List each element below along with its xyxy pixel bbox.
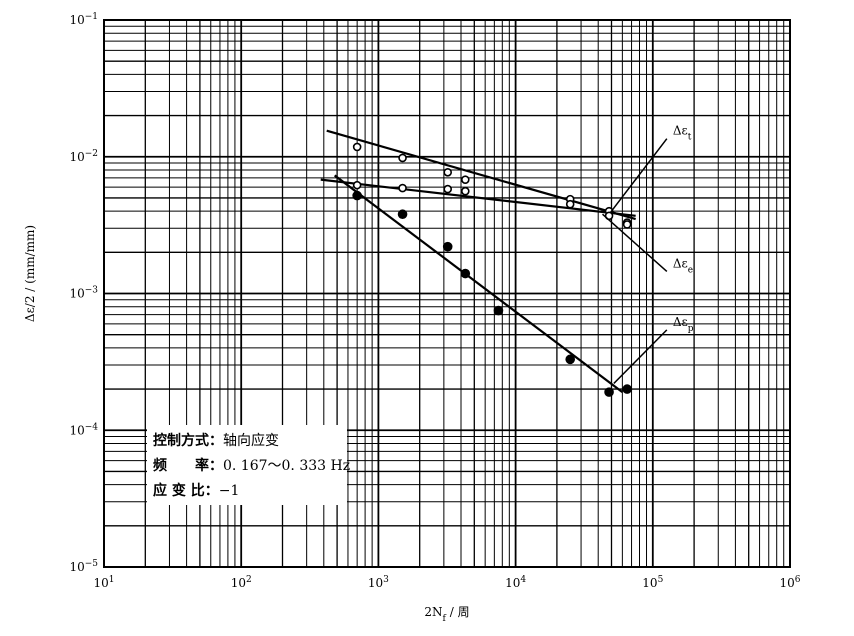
data-point-filled — [460, 268, 471, 279]
data-point-open — [398, 183, 407, 193]
data-points — [352, 142, 632, 397]
data-point-filled — [604, 387, 614, 397]
x-tick-label: 106 — [779, 575, 800, 590]
x-tick-base: 10 — [505, 576, 520, 590]
data-point-open — [461, 186, 470, 196]
plot-frame — [103, 19, 791, 568]
data-point-open — [622, 220, 632, 229]
data-point-open — [461, 175, 470, 184]
annotation-label: Δεe — [673, 256, 693, 275]
x-tick-exponent: 5 — [658, 575, 664, 585]
annotation-leader — [602, 213, 668, 273]
data-point-filled — [442, 241, 453, 252]
annotation-label-base: Δε — [673, 315, 688, 329]
x-axis-ticks: 101 102 103 104 105 106 — [93, 575, 800, 590]
y-tick-base: 10 — [69, 423, 84, 437]
x-tick-exponent: 1 — [109, 575, 115, 585]
y-tick-exponent: −3 — [85, 286, 99, 296]
x-tick-label: 103 — [368, 575, 389, 590]
x-tick-base: 10 — [93, 576, 108, 590]
annotation-label-sub: t — [688, 133, 692, 143]
x-axis-label-main: 2N — [424, 605, 442, 619]
annotation-label-base: Δε — [673, 256, 688, 270]
data-point-open — [565, 199, 575, 209]
legend-line-value: 轴向应变 — [223, 432, 279, 449]
annotation-label: Δεp — [673, 315, 694, 334]
annotation-label-base: Δε — [673, 124, 688, 138]
data-point-open — [443, 184, 453, 194]
y-tick-label: 10−1 — [69, 12, 98, 27]
y-tick-exponent: −5 — [85, 559, 99, 569]
x-axis-label-sub: f — [443, 614, 447, 624]
legend-line-label: 频 率： — [153, 457, 223, 474]
data-point-filled — [565, 354, 575, 365]
x-tick-label: 104 — [505, 575, 526, 590]
x-tick-base: 10 — [642, 576, 657, 590]
x-tick-base: 10 — [779, 576, 794, 590]
x-tick-exponent: 3 — [383, 575, 389, 585]
data-point-open — [398, 153, 407, 163]
legend-line: 控制方式：轴向应变 — [153, 432, 279, 449]
legend-line-value: −1 — [219, 483, 240, 499]
annotation-leader — [613, 329, 668, 384]
x-axis-label: 2Nf / 周 — [424, 605, 469, 624]
y-axis-label: Δε/2 / (mm/mm) — [23, 225, 37, 322]
y-tick-base: 10 — [69, 13, 84, 27]
data-point-filled — [493, 305, 504, 316]
annotation-leader — [609, 138, 668, 214]
y-tick-base: 10 — [69, 150, 84, 164]
legend-line-label: 应 变 比： — [153, 482, 219, 499]
x-tick-base: 10 — [368, 576, 383, 590]
x-tick-label: 105 — [642, 575, 663, 590]
data-point-filled — [397, 209, 408, 220]
fit-line — [320, 178, 636, 217]
x-tick-exponent: 2 — [246, 575, 252, 585]
y-tick-label: 10−2 — [69, 149, 98, 164]
data-point-filled — [622, 384, 632, 394]
y-tick-base: 10 — [69, 560, 84, 574]
grid — [104, 20, 790, 567]
fit-lines — [320, 129, 636, 394]
legend-line: 频 率：0. 167～0. 333 Hz — [153, 457, 350, 474]
y-tick-exponent: −4 — [85, 422, 99, 432]
fit-line — [334, 174, 624, 394]
data-point-open — [352, 142, 362, 152]
legend-line-label: 控制方式： — [153, 432, 223, 449]
y-tick-label: 10−4 — [69, 422, 98, 437]
x-tick-base: 10 — [231, 576, 246, 590]
data-point-filled — [352, 190, 362, 201]
annotation-label-sub: p — [688, 324, 694, 334]
x-tick-exponent: 4 — [520, 575, 526, 585]
y-tick-exponent: −1 — [85, 12, 98, 22]
x-tick-exponent: 6 — [795, 575, 801, 585]
y-axis-ticks: 10−510−410−310−210−1 — [69, 12, 98, 574]
x-tick-label: 101 — [93, 575, 114, 590]
x-axis-label-suffix: / 周 — [446, 605, 470, 619]
legend-line-value: 0. 167～0. 333 Hz — [223, 458, 350, 474]
data-point-open — [443, 167, 453, 177]
annotation-label-sub: e — [688, 265, 693, 275]
y-tick-label: 10−3 — [69, 286, 98, 301]
y-tick-exponent: −2 — [85, 149, 98, 159]
legend-line: 应 变 比：−1 — [153, 482, 239, 499]
x-tick-label: 102 — [231, 575, 252, 590]
data-point-open — [352, 180, 362, 190]
annotation-label: Δεt — [673, 124, 692, 143]
legend-background — [147, 425, 347, 505]
fit-line — [326, 129, 636, 221]
y-tick-label: 10−5 — [69, 559, 98, 574]
y-tick-base: 10 — [69, 287, 84, 301]
